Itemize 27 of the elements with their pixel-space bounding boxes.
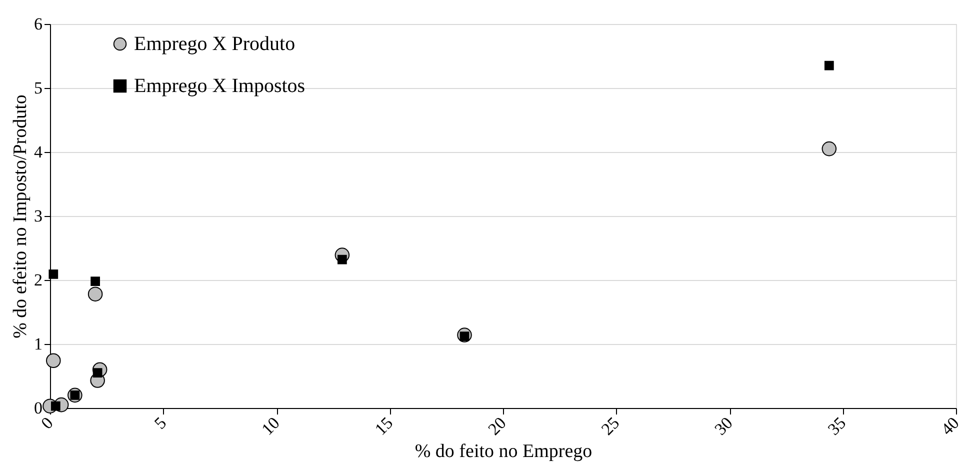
legend-label: Emprego X Impostos [134,75,306,97]
y-tick-label: 5 [34,78,42,98]
y-axis-title: % do efeito no Imposto/Produto [10,94,31,338]
x-tick-label: 40 [937,413,963,439]
x-tick-label: 25 [598,413,624,439]
x-tick-label: 30 [710,413,736,439]
y-tick-label: 0 [34,398,42,418]
point [50,401,60,411]
y-tick-label: 6 [34,14,42,34]
legend-label: Emprego X Produto [134,33,296,55]
point [822,141,837,156]
x-tick-label: 10 [258,413,284,439]
y-tick-label: 3 [34,206,42,226]
point [46,353,61,368]
y-tick-label: 2 [34,270,42,290]
x-tick-label: 5 [150,413,170,433]
point [90,276,100,286]
point [824,60,834,70]
point [338,254,347,264]
y-tick-label: 1 [34,334,42,354]
point [48,270,58,279]
x-axis-title: % do feito no Emprego [414,441,592,462]
y-tick-label: 4 [34,142,43,162]
x-tick-label: 20 [484,413,510,439]
x-tick-label: 15 [371,413,397,439]
point [88,286,103,302]
x-tick-label: 35 [824,413,850,439]
